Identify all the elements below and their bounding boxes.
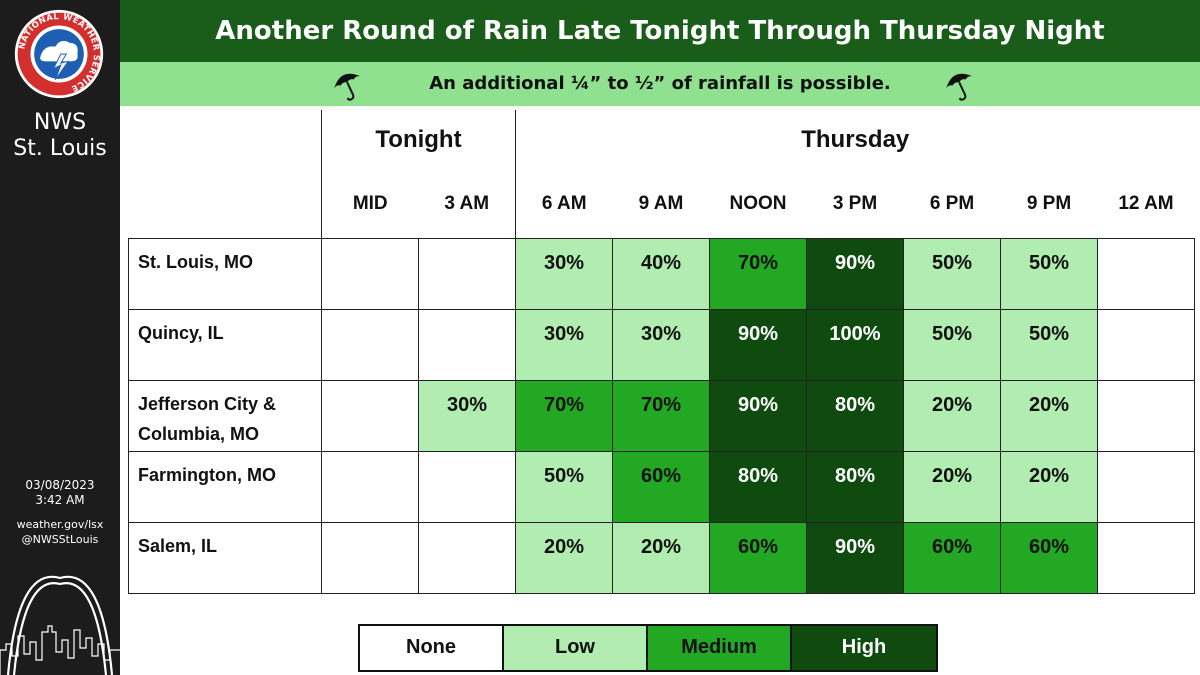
- time-header: 12 AM: [1118, 192, 1174, 214]
- title-bar: Another Round of Rain Late Tonight Throu…: [120, 0, 1200, 62]
- probability-cell: 90%: [709, 308, 807, 381]
- umbrella-icon: [334, 73, 361, 101]
- legend-item-medium: Medium: [648, 626, 792, 670]
- day-header-thursday: Thursday: [515, 110, 1195, 170]
- time-header: 9 PM: [1026, 192, 1072, 214]
- probability-cell: [321, 521, 419, 594]
- table-row: Quincy, IL 30% 30% 90% 100% 50% 50%: [128, 308, 1195, 381]
- probability-cell: [321, 450, 419, 523]
- office-name-line1: NWS: [33, 110, 87, 135]
- precip-probability-table: Tonight Thursday MID 3 AM 6 AM 9 AM NOON…: [128, 110, 1195, 594]
- probability-cell: [321, 237, 419, 310]
- location-label: Farmington, MO: [128, 450, 322, 523]
- probability-cell: 30%: [612, 308, 710, 381]
- legend-item-high: High: [792, 626, 936, 670]
- time-header: 6 AM: [515, 170, 613, 238]
- probability-cell: [1097, 308, 1195, 381]
- probability-cell: 70%: [709, 237, 807, 310]
- time-header: NOON: [729, 192, 787, 214]
- legend-item-low: Low: [504, 626, 648, 670]
- day-header-tonight: Tonight: [321, 110, 516, 170]
- table-row: Salem, IL 20% 20% 60% 90% 60% 60%: [128, 521, 1195, 594]
- probability-cell: 50%: [1000, 308, 1098, 381]
- table-row: St. Louis, MO 30% 40% 70% 90% 50% 50%: [128, 237, 1195, 310]
- day-header-row: Tonight Thursday: [129, 110, 1195, 170]
- probability-cell: 60%: [709, 521, 807, 594]
- probability-cell: [1097, 379, 1195, 452]
- page-subtitle: An additional ¼” to ½” of rainfall is po…: [429, 73, 891, 94]
- location-label: Salem, IL: [128, 521, 322, 594]
- probability-cell: 20%: [515, 521, 613, 594]
- time-header: 6 PM: [929, 192, 975, 214]
- location-label: St. Louis, MO: [128, 237, 322, 310]
- probability-cell: 70%: [515, 379, 613, 452]
- site-url-link[interactable]: weather.gov/lsx: [16, 518, 104, 531]
- location-label: Jefferson City & Columbia, MO: [128, 379, 322, 452]
- probability-cell: 60%: [903, 521, 1001, 594]
- probability-cell: [321, 379, 419, 452]
- corner-cell: [129, 170, 322, 238]
- probability-cell: 100%: [806, 308, 904, 381]
- probability-cell: 20%: [903, 379, 1001, 452]
- page-title: Another Round of Rain Late Tonight Throu…: [215, 16, 1105, 46]
- office-name-line2: St. Louis: [13, 136, 107, 161]
- probability-cell: [418, 450, 516, 523]
- probability-cell: 20%: [1000, 450, 1098, 523]
- corner-cell: [129, 110, 322, 170]
- probability-cell: 80%: [806, 450, 904, 523]
- probability-cell: 20%: [612, 521, 710, 594]
- probability-cell: 50%: [903, 308, 1001, 381]
- probability-cell: [1097, 237, 1195, 310]
- office-name: NWS St. Louis: [0, 110, 120, 162]
- probability-cell: 20%: [903, 450, 1001, 523]
- probability-cell: [418, 237, 516, 310]
- time-header: 3 PM: [832, 192, 878, 214]
- probability-cell: 30%: [515, 237, 613, 310]
- probability-cell: [418, 308, 516, 381]
- probability-cell: 20%: [1000, 379, 1098, 452]
- legend-item-none: None: [360, 626, 504, 670]
- time-header: 9 AM: [638, 192, 684, 214]
- social-handle-link[interactable]: @NWSStLouis: [21, 533, 99, 546]
- probability-cell: [418, 521, 516, 594]
- time-header: MID: [321, 170, 419, 238]
- probability-cell: [321, 308, 419, 381]
- probability-cell: 30%: [515, 308, 613, 381]
- time-header-row: MID 3 AM 6 AM 9 AM NOON 3 PM 6 PM 9 PM 1…: [129, 170, 1195, 238]
- probability-cell: [1097, 521, 1195, 594]
- probability-cell: 30%: [418, 379, 516, 452]
- probability-cell: 60%: [1000, 521, 1098, 594]
- probability-cell: 90%: [806, 237, 904, 310]
- probability-cell: 70%: [612, 379, 710, 452]
- nws-logo-icon: NATIONAL WEATHER SERVICE: [14, 9, 104, 99]
- probability-cell: 50%: [1000, 237, 1098, 310]
- probability-cell: 50%: [515, 450, 613, 523]
- legend: None Low Medium High: [358, 624, 938, 672]
- sidebar: NATIONAL WEATHER SERVICE NWS St. Louis 0…: [0, 0, 120, 675]
- probability-cell: 80%: [709, 450, 807, 523]
- gateway-arch-skyline-icon: [0, 575, 120, 675]
- issue-date: 03/08/2023: [25, 478, 95, 492]
- probability-cell: 40%: [612, 237, 710, 310]
- time-header: 3 AM: [444, 192, 490, 214]
- umbrella-icon: [946, 73, 973, 101]
- probability-cell: 90%: [806, 521, 904, 594]
- probability-cell: 80%: [806, 379, 904, 452]
- probability-cell: 60%: [612, 450, 710, 523]
- probability-cell: 90%: [709, 379, 807, 452]
- location-label: Quincy, IL: [128, 308, 322, 381]
- subtitle-bar: An additional ¼” to ½” of rainfall is po…: [120, 62, 1200, 106]
- table-row: Jefferson City & Columbia, MO 30% 70% 70% 90…: [128, 379, 1195, 452]
- table-row: Farmington, MO 50% 60% 80% 80% 20% 20%: [128, 450, 1195, 523]
- probability-cell: 50%: [903, 237, 1001, 310]
- probability-cell: [1097, 450, 1195, 523]
- issue-time: 3:42 AM: [35, 493, 85, 507]
